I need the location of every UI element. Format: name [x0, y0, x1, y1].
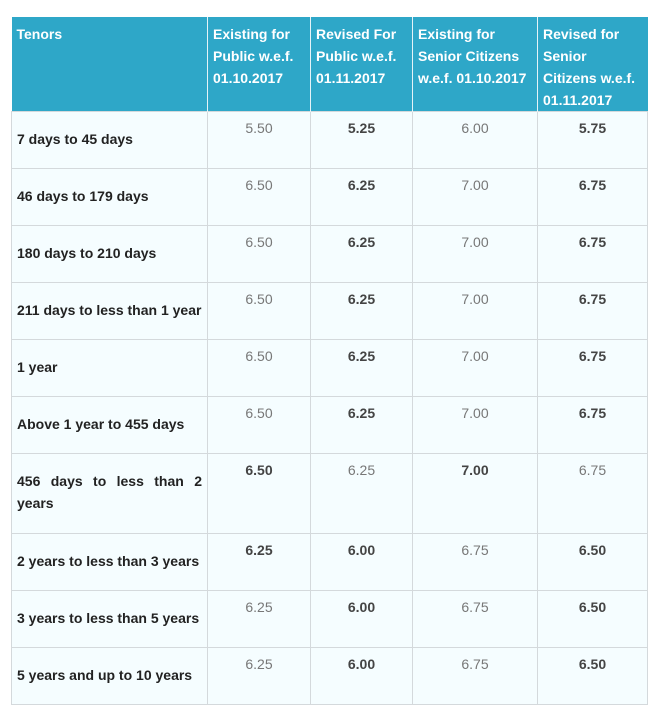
rate-cell: 6.75	[537, 339, 648, 397]
table-row: Above 1 year to 455 days 6.50 6.25 7.00 6.75	[11, 396, 648, 454]
rate-cell: 6.00	[412, 111, 538, 169]
rate-cell: 6.50	[207, 225, 311, 283]
tenor-cell: 7 days to 45 days	[11, 111, 208, 169]
tenor-cell: 456 days to less than 2 years	[11, 453, 208, 534]
column-header: Existing for Senior Citizens w.e.f. 01.1…	[412, 17, 538, 112]
rate-cell: 5.25	[310, 111, 413, 169]
rate-cell: 7.00	[412, 339, 538, 397]
header-row: Tenors Existing for Public w.e.f. 01.10.2…	[11, 17, 648, 112]
rate-cell: 6.00	[310, 647, 413, 705]
column-header: Existing for Public w.e.f. 01.10.2017	[207, 17, 311, 112]
rate-cell: 6.25	[310, 396, 413, 454]
rate-cell: 6.25	[207, 590, 311, 648]
rate-cell: 6.25	[310, 339, 413, 397]
table-row: 211 days to less than 1 year 6.50 6.25 7.00…	[11, 282, 648, 340]
rate-cell: 6.50	[207, 168, 311, 226]
table-row: 180 days to 210 days 6.50 6.25 7.00 6.75	[11, 225, 648, 283]
rate-cell: 7.00	[412, 168, 538, 226]
rate-cell: 6.50	[537, 590, 648, 648]
column-header: Tenors	[11, 17, 208, 112]
rate-cell: 5.75	[537, 111, 648, 169]
table-row: 7 days to 45 days 5.50 5.25 6.00 5.75	[11, 111, 648, 169]
table-row: 3 years to less than 5 years 6.25 6.00 6.75…	[11, 590, 648, 648]
rate-cell: 6.25	[310, 225, 413, 283]
rate-cell: 6.75	[537, 225, 648, 283]
rate-cell: 6.00	[310, 533, 413, 591]
rate-cell: 7.00	[412, 282, 538, 340]
tenor-cell: 2 years to less than 3 years	[11, 533, 208, 591]
rate-cell: 6.25	[310, 282, 413, 340]
table-row: 5 years and up to 10 years 6.25 6.00 6.75 6.…	[11, 647, 648, 705]
interest-rate-table: Tenors Existing for Public w.e.f. 01.10.2…	[11, 17, 648, 705]
rate-cell: 6.50	[537, 533, 648, 591]
rate-cell: 6.75	[537, 282, 648, 340]
table-row: 2 years to less than 3 years 6.25 6.00 6.75…	[11, 533, 648, 591]
rate-cell: 6.75	[412, 647, 538, 705]
rate-cell: 7.00	[412, 225, 538, 283]
table-row: 46 days to 179 days 6.50 6.25 7.00 6.75	[11, 168, 648, 226]
rate-cell: 6.25	[207, 533, 311, 591]
tenor-cell: 46 days to 179 days	[11, 168, 208, 226]
tenor-cell: 180 days to 210 days	[11, 225, 208, 283]
column-header: Revised For Public w.e.f. 01.11.2017	[310, 17, 413, 112]
rate-cell: 6.00	[310, 590, 413, 648]
rate-cell: 6.50	[537, 647, 648, 705]
rate-cell: 6.25	[310, 453, 413, 534]
rate-cell: 7.00	[412, 396, 538, 454]
tenor-cell: 5 years and up to 10 years	[11, 647, 208, 705]
rate-cell: 6.75	[537, 168, 648, 226]
rate-cell: 5.50	[207, 111, 311, 169]
tenor-cell: Above 1 year to 455 days	[11, 396, 208, 454]
rate-cell: 6.50	[207, 453, 311, 534]
tenor-cell: 1 year	[11, 339, 208, 397]
column-header: Revised for Senior Citizens w.e.f. 01.11…	[537, 17, 648, 112]
rate-cell: 6.75	[412, 590, 538, 648]
table-row: 456 days to less than 2 years 6.50 6.25 7.0…	[11, 453, 648, 534]
tenor-cell: 211 days to less than 1 year	[11, 282, 208, 340]
tenor-cell: 3 years to less than 5 years	[11, 590, 208, 648]
table-row: 1 year 6.50 6.25 7.00 6.75	[11, 339, 648, 397]
rate-cell: 6.50	[207, 282, 311, 340]
rate-cell: 6.75	[537, 396, 648, 454]
rate-cell: 6.75	[412, 533, 538, 591]
rate-cell: 7.00	[412, 453, 538, 534]
rate-cell: 6.75	[537, 453, 648, 534]
rate-cell: 6.50	[207, 396, 311, 454]
rate-cell: 6.50	[207, 339, 311, 397]
rate-cell: 6.25	[207, 647, 311, 705]
rate-cell: 6.25	[310, 168, 413, 226]
